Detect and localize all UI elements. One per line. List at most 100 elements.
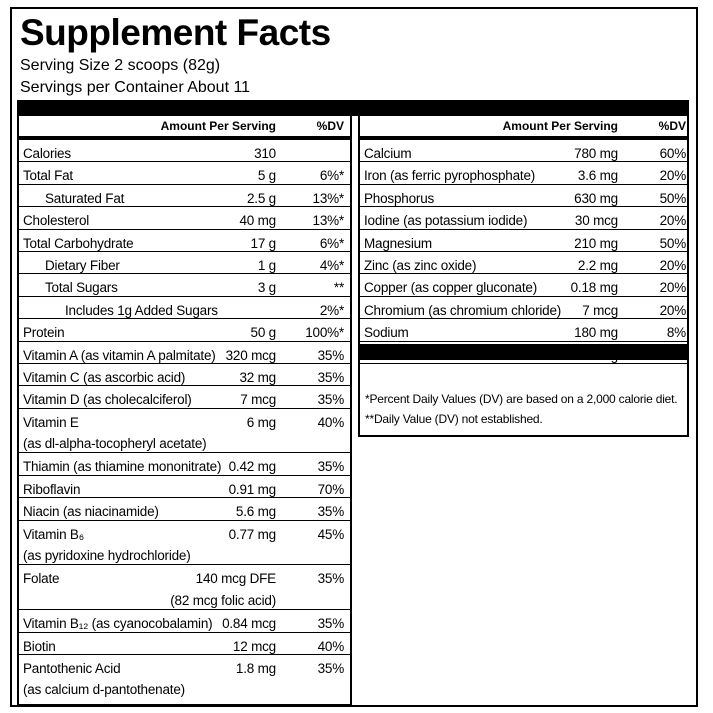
daily-value: 20% <box>659 213 687 229</box>
table-row: Pantothenic Acid (as calcium d-pantothena… <box>19 655 350 699</box>
nutrient-name: Folate <box>23 571 60 587</box>
amount-line: (82 mcg folic acid) <box>170 592 276 608</box>
amount: 0.84 mcg <box>222 616 276 632</box>
table-row: Saturated Fat 2.5 g 13%* <box>19 185 350 208</box>
table-row: Calcium 780 mg 60% <box>360 140 687 163</box>
amount: 0.91 mg <box>228 481 277 497</box>
nutrient-name: Vitamin D (as cholecalciferol) <box>23 392 192 408</box>
daily-value: 13%* <box>312 190 345 206</box>
nutrient-name: Iodine (as potassium iodide) <box>364 213 528 229</box>
table-row: Phosphorus 630 mg 50% <box>360 185 687 208</box>
daily-value: 35% <box>317 661 345 677</box>
amount: 3 g <box>257 280 276 296</box>
nutrient-name-line: Vitamin E <box>23 414 79 430</box>
nutrient-name: Iron (as ferric pyrophosphate) <box>364 168 536 184</box>
amount: 5 g <box>257 168 276 184</box>
table-row: Sodium 180 mg 8% <box>360 319 687 342</box>
amount: 0.77 mg <box>228 526 277 542</box>
table-row: Zinc (as zinc oxide) 2.2 mg 20% <box>360 252 687 275</box>
amount-line: 140 mcg DFE <box>195 571 277 587</box>
nutrient-name-line: (as dl-alpha-tocopheryl acetate) <box>23 436 207 452</box>
table-row: Includes 1g Added Sugars 2%* <box>19 297 350 320</box>
nutrient-name: Total Fat <box>23 168 73 184</box>
amount: 140 mcg DFE (82 mcg folic acid) <box>170 568 276 611</box>
amount: 32 mg <box>239 369 276 385</box>
nutrient-name: Vitamin B₁₂ (as cyanocobalamin) <box>23 616 213 632</box>
daily-value: 100%* <box>305 325 344 341</box>
amount: 12 mcg <box>232 638 276 654</box>
divider-bar <box>360 344 687 360</box>
daily-value: 4%* <box>319 257 344 273</box>
daily-value: 50% <box>659 235 687 251</box>
nutrient-name: Phosphorus <box>364 190 435 206</box>
nutrient-name: Riboflavin <box>23 481 81 497</box>
table-row: Total Carbohydrate 17 g 6%* <box>19 230 350 252</box>
nutrient-name: Copper (as copper gluconate) <box>364 280 538 296</box>
table-row: Riboflavin 0.91 mg 70% <box>19 476 350 499</box>
daily-value: 40% <box>317 638 345 654</box>
amount: 310 <box>254 146 276 161</box>
amount: 780 mg <box>574 146 618 161</box>
daily-value: 50% <box>659 190 687 206</box>
daily-value: 60% <box>659 146 687 161</box>
amount: 6 mg <box>246 414 276 430</box>
daily-value: 2%* <box>319 302 344 318</box>
daily-value: 35% <box>317 616 345 632</box>
daily-value: 6%* <box>319 168 344 184</box>
nutrient-name: Pantothenic Acid (as calcium d-pantothena… <box>23 658 185 701</box>
amount: 17 g <box>250 235 277 251</box>
table-row: Dietary Fiber 1 g 4%* <box>19 252 350 275</box>
daily-value: 6%* <box>319 235 344 251</box>
nutrient-name: Vitamin E (as dl-alpha-tocopheryl acetate… <box>23 412 207 455</box>
nutrient-name: Vitamin A (as vitamin A palmitate) <box>23 347 216 363</box>
amount: 1 g <box>257 257 276 273</box>
nutrient-name: Protein <box>23 325 65 341</box>
footnote: **Daily Value (DV) not established. <box>365 412 543 426</box>
daily-value: 20% <box>659 168 687 184</box>
nutrient-name: Chromium (as chromium chloride) <box>364 302 562 318</box>
title: Supplement Facts <box>20 12 331 53</box>
daily-value: 35% <box>317 504 345 520</box>
table-row: Biotin 12 mcg 40% <box>19 633 350 656</box>
amount: 3.6 mg <box>577 168 618 184</box>
table-row: Thiamin (as thiamine mononitrate) 0.42 mg… <box>19 453 350 476</box>
table-row: Protein 50 g 100%* <box>19 319 350 342</box>
daily-value: 35% <box>317 392 345 408</box>
table-row: Vitamin B₁₂ (as cyanocobalamin) 0.84 mcg 3… <box>19 610 350 633</box>
divider-bar <box>17 100 689 116</box>
header-dv: %DV <box>316 119 344 133</box>
table-row: Total Sugars 3 g ** <box>19 274 350 297</box>
nutrient-name-line: Pantothenic Acid <box>23 661 121 677</box>
table-row: Vitamin D (as cholecalciferol) 7 mcg 35% <box>19 386 350 409</box>
daily-value: 40% <box>317 414 345 430</box>
label-border <box>10 7 698 707</box>
amount: 40 mg <box>239 213 276 229</box>
table-row: Iron (as ferric pyrophosphate) 3.6 mg 20% <box>360 162 687 185</box>
amount: 630 mg <box>574 190 618 206</box>
table-header: Amount Per Serving %DV <box>19 116 350 140</box>
amount: 30 mcg <box>574 213 618 229</box>
amount: 7 mcg <box>582 302 618 318</box>
right-table: Amount Per Serving %DV Calcium 780 mg 60% Iro… <box>358 116 689 437</box>
header-dv: %DV <box>658 119 686 133</box>
daily-value: 35% <box>317 571 345 587</box>
nutrient-name: Calcium <box>364 146 412 161</box>
daily-value: 20% <box>659 280 687 296</box>
daily-value: 35% <box>317 459 345 475</box>
amount: 7 mcg <box>240 392 276 408</box>
nutrient-name: Thiamin (as thiamine mononitrate) <box>23 459 222 475</box>
footnote: *Percent Daily Values (DV) are based on … <box>365 392 678 406</box>
nutrient-name: Magnesium <box>364 235 432 251</box>
nutrient-name: Calories <box>23 146 71 161</box>
nutrient-name: Vitamin B₆ (as pyridoxine hydrochloride) <box>23 524 191 567</box>
amount: 0.42 mg <box>228 459 277 475</box>
daily-value: 35% <box>317 369 345 385</box>
nutrient-name: Biotin <box>23 638 56 654</box>
table-row: Vitamin A (as vitamin A palmitate) 320 mc… <box>19 342 350 364</box>
daily-value: 35% <box>317 347 345 363</box>
amount: 1.8 mg <box>235 661 276 677</box>
table-row: Total Fat 5 g 6%* <box>19 162 350 185</box>
amount: 210 mg <box>574 235 618 251</box>
nutrient-name: Cholesterol <box>23 213 90 229</box>
